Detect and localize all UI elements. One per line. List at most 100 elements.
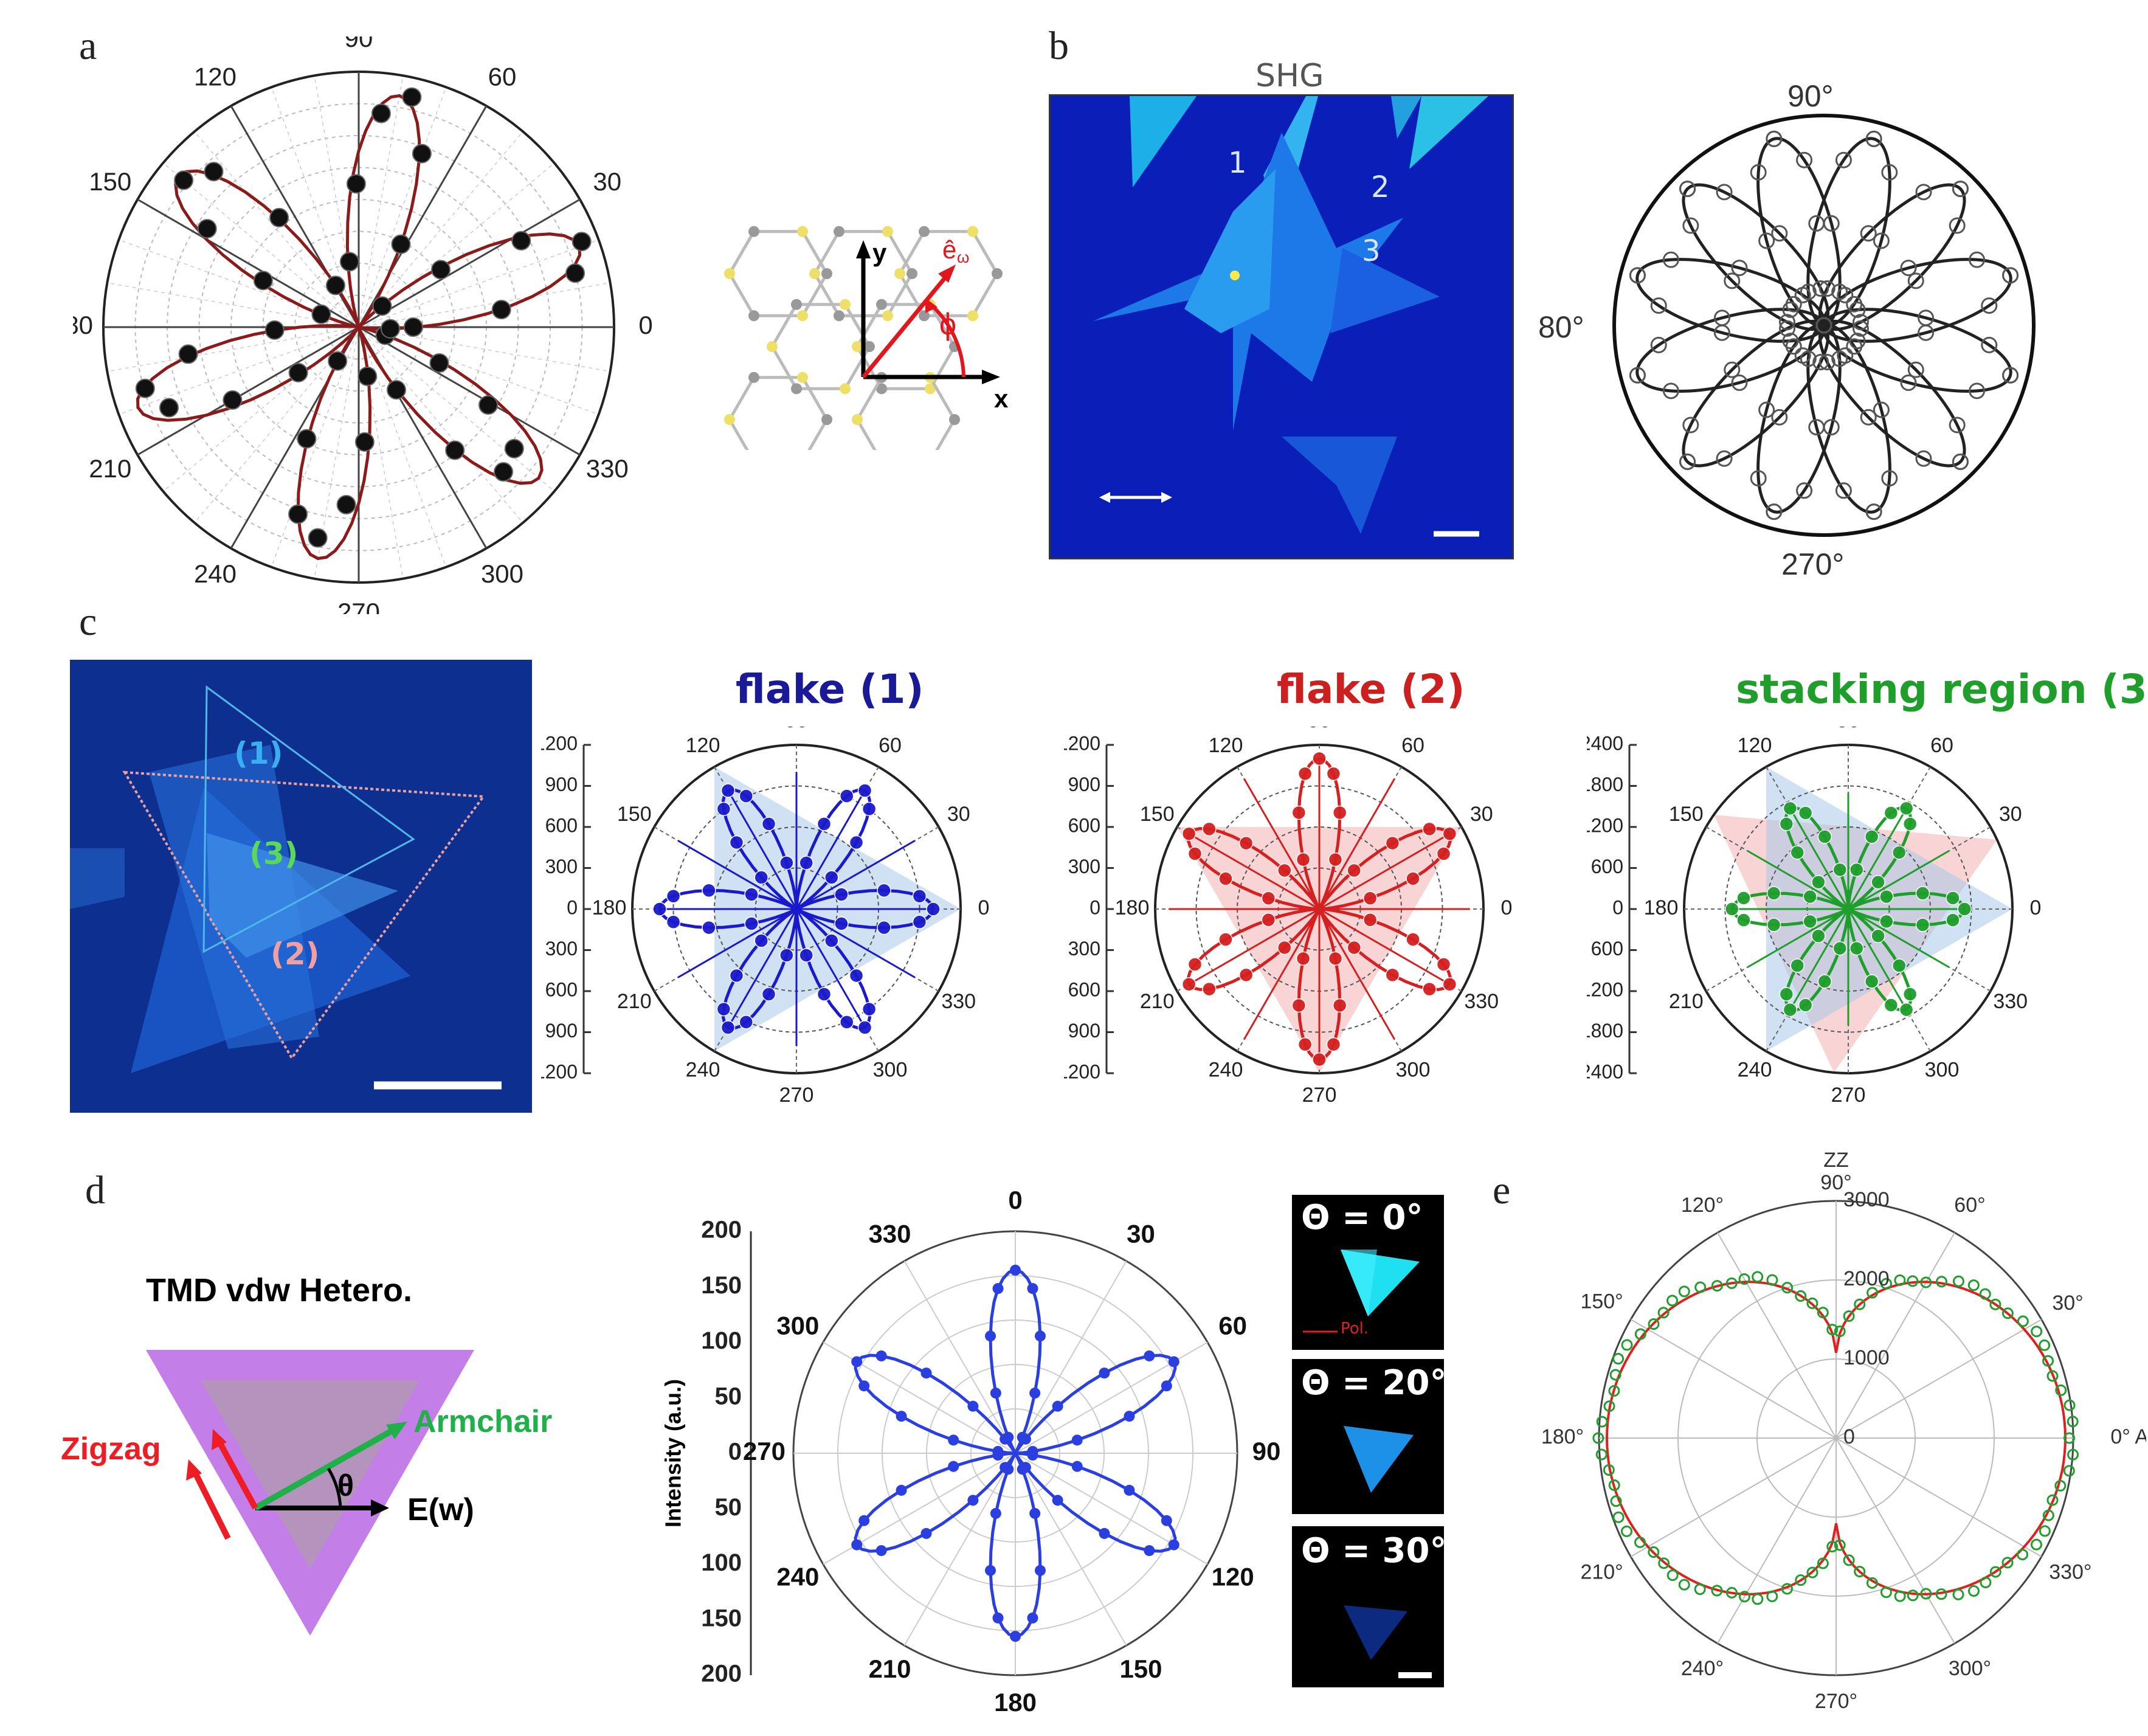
data-point <box>896 1411 907 1422</box>
data-point <box>1873 232 1890 249</box>
spoke <box>358 198 581 328</box>
armchair-label: Armchair <box>413 1404 552 1439</box>
data-point <box>1621 1339 1633 1351</box>
data-point <box>754 933 768 948</box>
data-point <box>851 1356 863 1368</box>
data-point <box>1803 889 1817 904</box>
data-point <box>1610 1495 1622 1507</box>
zigzag-label: Zigzag <box>61 1431 161 1467</box>
data-point <box>1902 817 1918 831</box>
data-point <box>1826 1540 1839 1552</box>
spoke <box>1630 1437 1837 1557</box>
data-point <box>1902 987 1918 1001</box>
data-point <box>1871 929 1885 943</box>
data-point <box>1800 350 1817 367</box>
data-point <box>754 870 768 885</box>
data-point <box>666 915 681 930</box>
y-tick-label: 900 <box>1068 1020 1100 1042</box>
angle-label: 30 <box>1999 803 2022 826</box>
data-point <box>1713 310 1730 327</box>
data-point <box>1261 891 1276 905</box>
y-tick-label: 0 <box>728 1439 742 1465</box>
petal-axis <box>1789 908 1849 1011</box>
atom <box>925 383 936 395</box>
minor-spoke <box>194 131 359 328</box>
y-tick-label: 2400 <box>1587 1060 1623 1082</box>
data-point <box>1124 1411 1135 1422</box>
data-point <box>197 219 217 239</box>
data-point <box>652 902 667 916</box>
angle-label: 60 <box>1930 734 1953 757</box>
fit-curve <box>1605 1281 2067 1596</box>
data-point <box>1027 1283 1038 1295</box>
data-point <box>1332 998 1347 1013</box>
data-point <box>264 320 285 340</box>
data-point <box>336 494 356 514</box>
data-point <box>1818 353 1835 370</box>
data-point <box>1362 913 1378 927</box>
y-tick-label: 1800 <box>1587 1020 1623 1042</box>
hexagon-lattice <box>724 226 1003 450</box>
atom <box>919 226 930 237</box>
angle-label: 90 <box>1252 1437 1281 1465</box>
data-point <box>1766 918 1781 932</box>
data-point <box>1794 286 1811 303</box>
data-point <box>1865 503 1882 520</box>
data-point <box>1915 886 1930 901</box>
data-point <box>297 429 317 449</box>
data-point <box>494 462 514 482</box>
data-point <box>1027 1450 1038 1461</box>
data-point <box>1884 998 1899 1012</box>
data-point <box>1620 1525 1632 1537</box>
data-point <box>1771 225 1788 242</box>
y-tick-label: 300 <box>545 938 578 960</box>
data-point <box>1808 419 1825 436</box>
atom <box>967 310 978 322</box>
atom <box>882 310 893 322</box>
data-point <box>985 1330 996 1342</box>
petal-axis <box>1848 850 1950 910</box>
data-point <box>858 1515 870 1526</box>
y-tick-label: 900 <box>1068 773 1100 795</box>
data-point <box>1843 1554 1855 1566</box>
data-point <box>1967 1279 1980 1292</box>
data-point <box>1657 1307 1670 1319</box>
data-point <box>1812 280 1829 297</box>
petal-axis <box>1847 807 1907 910</box>
data-point <box>1866 1577 1878 1589</box>
data-point <box>761 987 776 1001</box>
angle-label: 30 <box>593 167 621 196</box>
angle-label: 330 <box>586 454 629 483</box>
data-point <box>1678 1285 1690 1298</box>
data-point <box>1837 347 1854 364</box>
top-label-zz: ZZ <box>1823 1149 1849 1172</box>
data-point <box>1168 1356 1179 1368</box>
data-point <box>2001 1307 2014 1319</box>
data-point <box>1731 374 1748 391</box>
angle-label: 60 <box>488 62 517 91</box>
data-point <box>1779 314 1796 331</box>
angle-label: 330° <box>2049 1560 2091 1583</box>
petal-axis <box>1319 832 1451 910</box>
petal-axis <box>796 908 916 978</box>
data-point <box>967 1495 979 1506</box>
petal-axis <box>1243 778 1321 910</box>
thumb-30-label: Θ = 30° <box>1301 1531 1447 1571</box>
minor-spoke <box>119 327 359 415</box>
data-point <box>223 390 243 410</box>
polar-label-270: 270° <box>1781 547 1844 581</box>
data-point <box>1752 1593 1764 1605</box>
angle-label: 60 <box>1401 734 1425 757</box>
e-omega-label: ê <box>942 235 956 264</box>
data-point <box>1634 1328 1646 1340</box>
data-point <box>1969 382 1986 399</box>
data-point <box>1849 862 1864 877</box>
data-point <box>1918 310 1935 327</box>
data-point <box>1781 1583 1793 1595</box>
angle-label: 330 <box>1993 990 2028 1013</box>
data-point <box>1662 251 1679 268</box>
data-point <box>1238 967 1254 983</box>
data-point <box>2002 367 2019 384</box>
data-point <box>1782 301 1799 318</box>
radial-tick-label: 3000 <box>1843 1188 1890 1211</box>
